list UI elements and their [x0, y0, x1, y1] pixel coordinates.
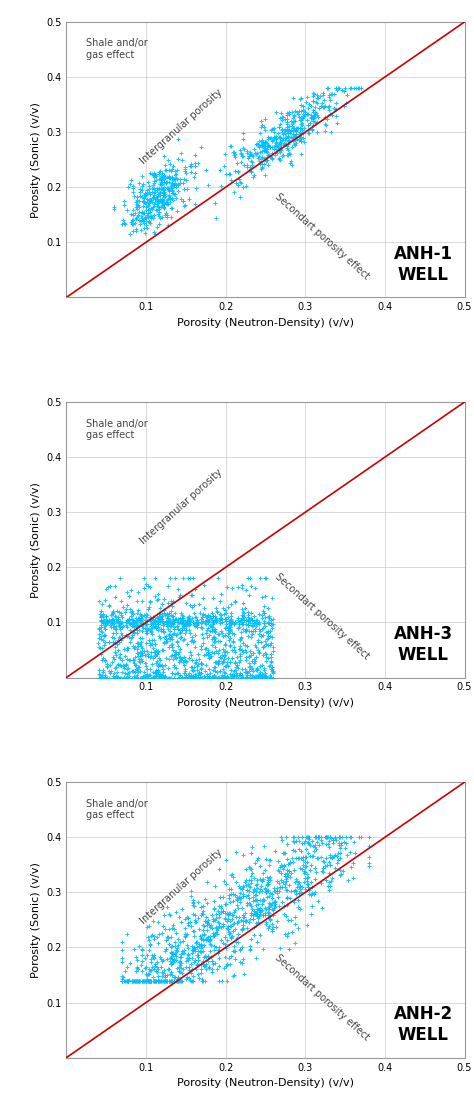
Text: Secondart porosity effect: Secondart porosity effect: [273, 572, 372, 662]
Text: Secondart porosity effect: Secondart porosity effect: [273, 192, 372, 282]
Text: Intergranular porosity: Intergranular porosity: [138, 88, 224, 165]
Text: Secondart porosity effect: Secondart porosity effect: [273, 952, 372, 1042]
X-axis label: Porosity (Neutron-Density) (v/v): Porosity (Neutron-Density) (v/v): [177, 698, 354, 708]
Text: Shale and/or
gas effect: Shale and/or gas effect: [86, 38, 148, 60]
Text: ANH-1
WELL: ANH-1 WELL: [393, 244, 453, 284]
Text: Intergranular porosity: Intergranular porosity: [138, 467, 224, 546]
Text: ANH-3
WELL: ANH-3 WELL: [393, 625, 453, 664]
Text: Shale and/or
gas effect: Shale and/or gas effect: [86, 799, 148, 820]
Text: Intergranular porosity: Intergranular porosity: [138, 847, 224, 926]
X-axis label: Porosity (Neutron-Density) (v/v): Porosity (Neutron-Density) (v/v): [177, 1078, 354, 1088]
Text: Shale and/or
gas effect: Shale and/or gas effect: [86, 419, 148, 441]
X-axis label: Porosity (Neutron-Density) (v/v): Porosity (Neutron-Density) (v/v): [177, 318, 354, 328]
Y-axis label: Porosity (Sonic) (v/v): Porosity (Sonic) (v/v): [30, 102, 41, 218]
Y-axis label: Porosity (Sonic) (v/v): Porosity (Sonic) (v/v): [30, 861, 41, 978]
Y-axis label: Porosity (Sonic) (v/v): Porosity (Sonic) (v/v): [30, 482, 41, 597]
Text: ANH-2
WELL: ANH-2 WELL: [393, 1005, 453, 1043]
